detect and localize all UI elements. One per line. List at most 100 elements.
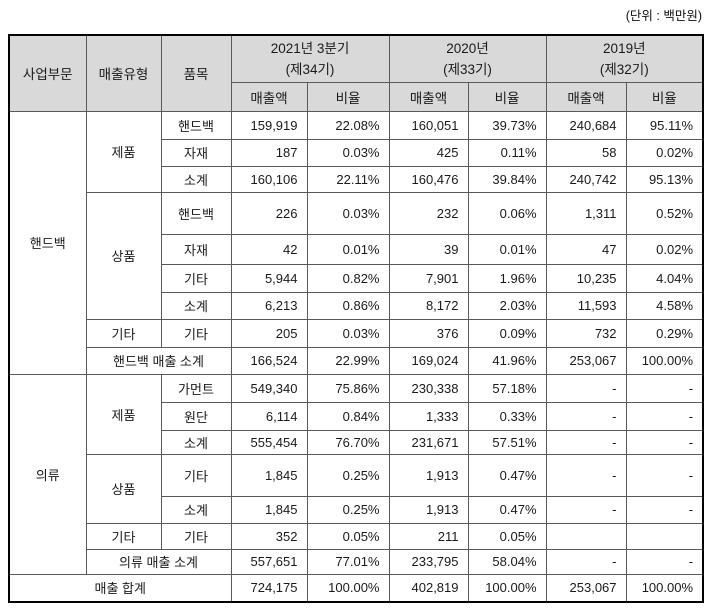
value-cell: - <box>625 401 704 431</box>
value-cell: 0.02% <box>625 233 704 265</box>
value-cell: 58 <box>545 138 627 167</box>
value-cell: 2.03% <box>467 291 547 320</box>
value-cell: 0.47% <box>467 495 547 524</box>
value-cell: 0.05% <box>467 522 547 550</box>
value-cell: 0.25% <box>306 495 390 524</box>
item-cell: 기타 <box>160 263 232 293</box>
value-cell: 1,845 <box>230 495 308 524</box>
value-cell <box>545 522 627 550</box>
value-cell: 231,671 <box>388 429 469 455</box>
value-cell: 95.11% <box>625 110 704 140</box>
value-cell: 0.03% <box>306 138 390 167</box>
period-subtitle: (제33기) <box>443 61 492 77</box>
value-cell: 160,051 <box>388 110 469 140</box>
col-header-ratio-2020: 비율 <box>467 81 547 112</box>
item-cell: 소계 <box>160 495 232 524</box>
period-title: 2019년 <box>603 40 646 56</box>
value-cell: - <box>625 373 704 403</box>
value-cell: 1,333 <box>388 401 469 431</box>
table-row: 상품 핸드백 226 0.03% 232 0.06% 1,311 0.52% <box>9 191 704 320</box>
value-cell: 57.18% <box>467 373 547 403</box>
value-cell: 95.13% <box>625 165 704 193</box>
value-cell: 41.96% <box>467 346 547 375</box>
value-cell: 1,913 <box>388 453 469 497</box>
item-cell: 핸드백 <box>160 110 232 140</box>
col-header-amount-2019: 매출액 <box>545 81 627 112</box>
table-row: 의류 매출 소계 557,651 77.01% 233,795 58.04% - - <box>9 548 704 575</box>
value-cell: 42 <box>230 233 308 265</box>
table-row: 매출 합계 724,175 100.00% 402,819 100.00% 253,067… <box>8 573 704 603</box>
value-cell: 549,340 <box>230 373 308 403</box>
table-row: 기타 기타 352 0.05% 211 0.05% <box>9 522 704 550</box>
value-cell: 0.11% <box>467 138 547 167</box>
value-cell: 100.00% <box>306 573 390 603</box>
type-cell: 상품 <box>85 191 162 320</box>
value-cell: 39 <box>388 233 469 265</box>
value-cell: 22.08% <box>306 110 390 140</box>
value-cell: 100.00% <box>467 573 547 603</box>
value-cell: - <box>545 429 627 455</box>
item-cell: 핸드백 <box>160 191 232 235</box>
value-cell: 0.01% <box>306 233 390 265</box>
period-title: 2020년 <box>446 40 489 56</box>
value-cell: 226 <box>230 191 308 235</box>
value-cell: 0.09% <box>467 318 547 348</box>
item-cell: 기타 <box>160 318 232 348</box>
value-cell: 240,742 <box>545 165 627 193</box>
division-cell: 핸드백 <box>8 110 87 375</box>
value-cell: 7,901 <box>388 263 469 293</box>
col-header-period-2019: 2019년 (제32기) <box>545 34 704 83</box>
item-cell: 소계 <box>160 291 232 320</box>
value-cell: 4.58% <box>625 291 704 320</box>
table-row: 자재 42 0.01% 39 0.01% 47 0.02% <box>9 233 704 265</box>
table-row: 핸드백 제품 핸드백 159,919 22.08% 160,051 39.73% 240,68… <box>8 110 704 375</box>
value-cell: 376 <box>388 318 469 348</box>
value-cell: - <box>545 453 627 497</box>
value-cell: 160,106 <box>230 165 308 193</box>
total-label: 매출 합계 <box>8 573 232 603</box>
value-cell: - <box>545 373 627 403</box>
item-cell: 소계 <box>160 165 232 193</box>
table-row: 상품 기타 1,845 0.25% 1,913 0.47% - - <box>9 453 704 524</box>
value-cell: 0.01% <box>467 233 547 265</box>
value-cell: 0.33% <box>467 401 547 431</box>
subtotal-label: 의류 매출 소계 <box>85 548 232 575</box>
value-cell: 6,114 <box>230 401 308 431</box>
type-cell: 기타 <box>85 318 162 348</box>
col-header-revenue-type: 매출유형 <box>85 34 162 112</box>
value-cell: 100.00% <box>625 346 704 375</box>
header-row-periods: 사업부문 매출유형 품목 2021년 3분기 (제34기) 2020년 (제33… <box>8 34 704 112</box>
value-cell: 205 <box>230 318 308 348</box>
value-cell: 232 <box>388 191 469 235</box>
value-cell: - <box>625 548 704 575</box>
table-body: 핸드백 제품 핸드백 159,919 22.08% 160,051 39.73% 240,68… <box>8 110 704 603</box>
value-cell: 159,919 <box>230 110 308 140</box>
value-cell: 160,476 <box>388 165 469 193</box>
value-cell: 6,213 <box>230 291 308 320</box>
value-cell: 0.03% <box>306 318 390 348</box>
value-cell: 169,024 <box>388 346 469 375</box>
value-cell: 253,067 <box>545 346 627 375</box>
item-cell: 원단 <box>160 401 232 431</box>
value-cell: 0.29% <box>625 318 704 348</box>
value-cell: 47 <box>545 233 627 265</box>
value-cell: 57.51% <box>467 429 547 455</box>
value-cell: 1,845 <box>230 453 308 497</box>
value-cell: - <box>625 495 704 524</box>
header-row-measures: 매출액 비율 매출액 비율 매출액 비율 <box>9 81 704 112</box>
value-cell: 1.96% <box>467 263 547 293</box>
table-row: 핸드백 매출 소계 166,524 22.99% 169,024 41.96% 253,0… <box>9 346 704 375</box>
value-cell: 0.52% <box>625 191 704 235</box>
value-cell: 0.47% <box>467 453 547 497</box>
item-cell: 가먼트 <box>160 373 232 403</box>
col-header-ratio-2021q3: 비율 <box>306 81 390 112</box>
value-cell: - <box>545 548 627 575</box>
value-cell: - <box>545 401 627 431</box>
value-cell: 187 <box>230 138 308 167</box>
value-cell: 425 <box>388 138 469 167</box>
col-header-amount-2020: 매출액 <box>388 81 469 112</box>
value-cell: 240,684 <box>545 110 627 140</box>
division-cell: 의류 <box>8 373 87 575</box>
value-cell: - <box>625 453 704 497</box>
